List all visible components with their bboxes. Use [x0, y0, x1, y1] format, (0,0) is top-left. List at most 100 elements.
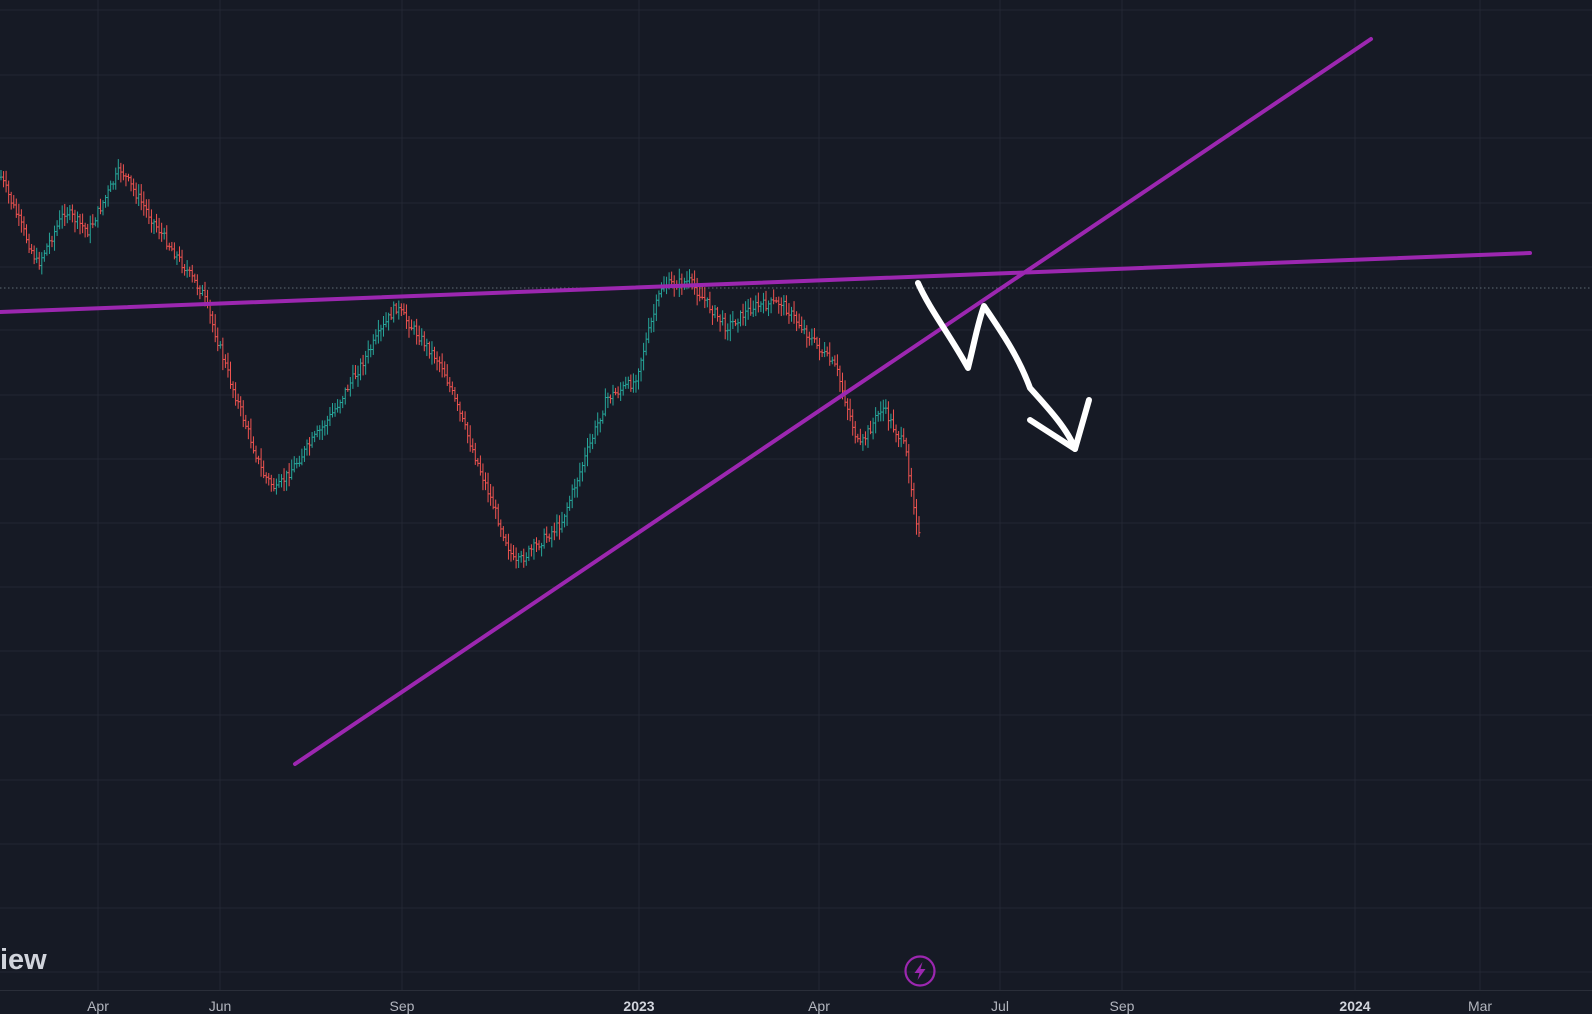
candle [35, 247, 39, 264]
candle [568, 495, 572, 511]
candle [550, 526, 554, 548]
candle [744, 301, 748, 326]
resistance-trendline[interactable] [0, 251, 1532, 314]
candle [532, 538, 536, 560]
candle [463, 411, 467, 430]
candle [211, 311, 215, 333]
candle [9, 191, 13, 210]
candle [280, 474, 283, 488]
candle [417, 325, 421, 346]
candle [269, 474, 273, 492]
time-axis[interactable]: Apr Jun Sep 2023 Apr Jul Sep 2024 Mar [87, 998, 1492, 1014]
candle [142, 191, 146, 216]
candle [129, 175, 133, 192]
candle [68, 205, 72, 221]
candle [450, 381, 454, 395]
candle [879, 401, 883, 422]
candle [524, 552, 528, 566]
candle [833, 355, 837, 367]
candle [333, 403, 337, 417]
candle [310, 432, 314, 448]
candle [109, 180, 113, 192]
candle [591, 434, 595, 450]
candle [769, 297, 773, 314]
time-axis-tick-label: Mar [1468, 998, 1492, 1014]
candle [331, 402, 334, 418]
candle [642, 342, 646, 371]
candle [705, 297, 709, 308]
candle [580, 461, 584, 482]
candle [422, 331, 426, 352]
drawn-arrow-head[interactable] [1027, 397, 1092, 452]
candle [144, 199, 148, 218]
candle [754, 295, 758, 317]
candle [47, 232, 51, 255]
candle [509, 543, 513, 562]
candle [387, 312, 391, 331]
candle [634, 374, 638, 393]
candle [527, 545, 531, 562]
candle [657, 290, 661, 307]
candle [216, 327, 220, 352]
candle [234, 382, 238, 406]
candle [504, 534, 508, 547]
candle [376, 319, 380, 344]
candle [223, 354, 227, 368]
candle [315, 425, 319, 438]
chart-grid [0, 0, 1592, 990]
candle [489, 483, 493, 506]
candle [336, 399, 340, 413]
candle [468, 425, 472, 452]
candle [40, 252, 44, 275]
candle [726, 323, 730, 341]
candle [254, 445, 258, 463]
time-axis-tick-label: Apr [808, 998, 830, 1014]
candle [27, 233, 31, 254]
candle [264, 472, 268, 484]
candle [792, 301, 796, 324]
candle [820, 349, 824, 358]
candlestick-series [0, 159, 921, 569]
candle [535, 537, 538, 553]
candle [774, 297, 778, 304]
candle [499, 519, 503, 537]
candle [856, 433, 860, 443]
lightning-icon[interactable] [904, 955, 936, 987]
candle [277, 473, 281, 488]
rising-support-trendline[interactable] [293, 37, 1373, 766]
candle [631, 373, 635, 393]
trendlines[interactable] [0, 37, 1532, 766]
drawn-down-arrow[interactable] [915, 280, 1078, 452]
candle [213, 314, 217, 343]
candle [736, 318, 740, 333]
candle [185, 260, 189, 278]
candle [134, 182, 138, 204]
candle [81, 213, 85, 234]
candle [382, 316, 385, 337]
candle [88, 215, 92, 244]
candle [70, 204, 74, 223]
time-axis-tick-label: Sep [1110, 998, 1135, 1014]
candle [904, 437, 908, 457]
candle [328, 406, 332, 426]
candle [654, 294, 658, 322]
candle [114, 167, 118, 190]
candle [889, 413, 893, 429]
candle [777, 296, 781, 314]
candle [0, 170, 3, 181]
candle [886, 401, 890, 431]
candle [593, 420, 597, 445]
candle [787, 303, 791, 324]
candle [430, 341, 434, 365]
candle [914, 499, 918, 535]
time-axis-tick-label: Jul [991, 998, 1009, 1014]
candle [703, 287, 707, 309]
candle [410, 319, 414, 331]
candle [25, 224, 28, 244]
candle [257, 455, 261, 465]
candle [425, 338, 429, 357]
candle [583, 447, 587, 473]
candle [741, 303, 745, 326]
